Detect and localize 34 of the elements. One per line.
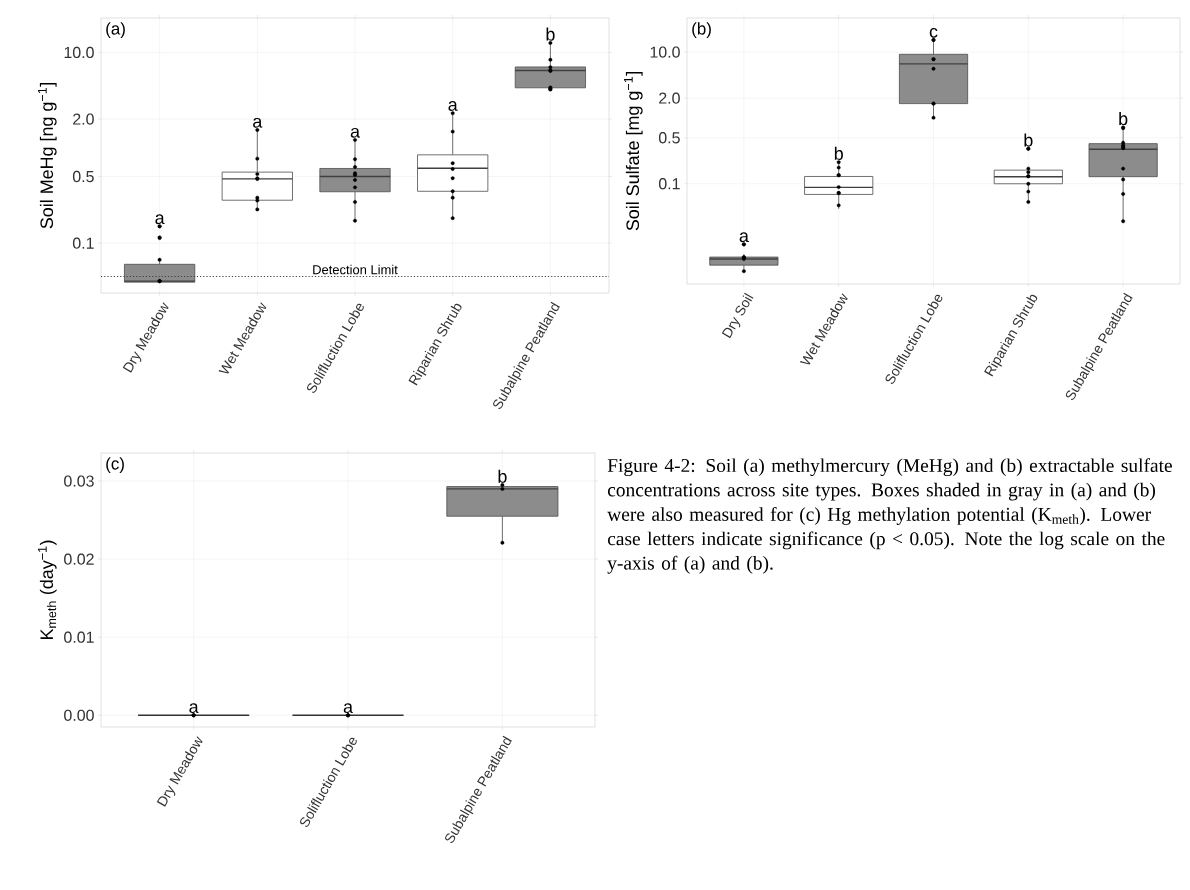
y-tick-label: 0.00 xyxy=(64,709,94,721)
annotation: a xyxy=(155,214,165,225)
annotation: (a) xyxy=(106,22,125,38)
annotation: b xyxy=(834,146,843,160)
annotation: a xyxy=(350,127,360,138)
y-tick-label: 2.0 xyxy=(659,92,680,104)
y-axis-title: Soil MeHg [ng g$^{−1}$] xyxy=(38,83,57,229)
ref-line-label: Detection Limit xyxy=(313,264,398,275)
y-tick-label: 10.0 xyxy=(650,46,680,58)
annotation: a xyxy=(448,101,458,111)
y-tick-label: 0.1 xyxy=(72,237,94,249)
y-tick-label: 0.5 xyxy=(658,132,680,144)
annotation: b xyxy=(546,27,555,41)
annotation: b xyxy=(498,469,507,483)
y-axis-title: Soil Sulfate [mg g$^{−1}$] xyxy=(624,72,643,231)
annotation: c xyxy=(929,27,938,38)
y-tick-label: 0.02 xyxy=(64,553,94,565)
y-tick-label: 0.01 xyxy=(64,631,94,643)
y-tick-label: 10.0 xyxy=(64,46,94,59)
y-axis-title: K$_{meth}$ (day$^{−1}$) xyxy=(38,540,57,640)
annotation: a xyxy=(343,703,353,714)
annotation: a xyxy=(189,703,199,714)
y-tick-label: 0.5 xyxy=(72,170,94,183)
annotation: a xyxy=(739,232,749,243)
caption: Figure 4-2: Soil (a) methylmercury (MeHg) and (b) extractable sulfate concentrations across site types. Boxes shaded in gray in (a) and (b) were also measured for (c) Hg methylation potential (K$_{meth}$). Lower case letters indicate significance (p < 0.05). Note the log scale on the y-axis of (a) and (b). xyxy=(607,458,1172,574)
x-tick-label: Dry Soil xyxy=(721,292,754,339)
annotation: b xyxy=(1119,111,1128,126)
y-tick-label: 0.03 xyxy=(64,475,94,487)
annotation: a xyxy=(253,117,263,128)
y-tick-label: 2.0 xyxy=(73,113,94,125)
y-tick-label: 0.1 xyxy=(658,178,680,190)
annotation: (c) xyxy=(106,457,124,473)
annotation: b xyxy=(1024,133,1033,147)
annotation: (b) xyxy=(692,22,711,38)
